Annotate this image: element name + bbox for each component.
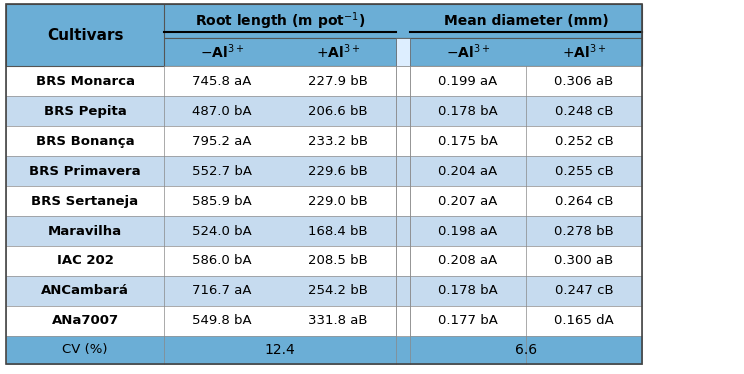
Text: ANa7007: ANa7007 bbox=[51, 315, 118, 328]
Text: 206.6 bB: 206.6 bB bbox=[308, 104, 368, 117]
Text: 487.0 bA: 487.0 bA bbox=[192, 104, 251, 117]
Text: 0.178 bA: 0.178 bA bbox=[438, 285, 498, 297]
Bar bbox=[6, 4, 642, 364]
Text: 745.8 aA: 745.8 aA bbox=[192, 74, 251, 88]
Bar bbox=[6, 246, 642, 276]
Text: 229.6 bB: 229.6 bB bbox=[308, 165, 368, 178]
Text: 0.177 bA: 0.177 bA bbox=[438, 315, 498, 328]
Text: Maravilha: Maravilha bbox=[48, 224, 122, 237]
Text: 716.7 aA: 716.7 aA bbox=[192, 285, 251, 297]
Text: 0.204 aA: 0.204 aA bbox=[438, 165, 498, 178]
Text: Cultivars: Cultivars bbox=[47, 28, 124, 43]
Text: 0.207 aA: 0.207 aA bbox=[438, 194, 498, 208]
Text: 208.5 bB: 208.5 bB bbox=[308, 254, 368, 267]
Text: 12.4: 12.4 bbox=[265, 343, 295, 357]
Text: 0.247 cB: 0.247 cB bbox=[555, 285, 613, 297]
Text: BRS Bonança: BRS Bonança bbox=[36, 135, 135, 147]
Bar bbox=[6, 156, 642, 186]
Text: 0.199 aA: 0.199 aA bbox=[438, 74, 498, 88]
Bar bbox=[6, 4, 642, 38]
Bar bbox=[396, 156, 410, 186]
Text: 0.306 aB: 0.306 aB bbox=[554, 74, 614, 88]
Bar bbox=[396, 186, 410, 216]
Text: CV (%): CV (%) bbox=[62, 343, 108, 356]
Bar bbox=[396, 38, 410, 66]
Text: 0.278 bB: 0.278 bB bbox=[554, 224, 614, 237]
Bar bbox=[396, 216, 410, 246]
Text: 0.178 bA: 0.178 bA bbox=[438, 104, 498, 117]
Bar bbox=[396, 66, 410, 96]
Text: 795.2 aA: 795.2 aA bbox=[192, 135, 251, 147]
Text: $+$Al$^{3+}$: $+$Al$^{3+}$ bbox=[315, 43, 360, 61]
Text: BRS Sertaneja: BRS Sertaneja bbox=[31, 194, 138, 208]
Bar bbox=[6, 306, 642, 336]
Text: BRS Monarca: BRS Monarca bbox=[36, 74, 135, 88]
Text: 168.4 bB: 168.4 bB bbox=[308, 224, 368, 237]
Text: 254.2 bB: 254.2 bB bbox=[308, 285, 368, 297]
Bar bbox=[396, 276, 410, 306]
Text: 0.198 aA: 0.198 aA bbox=[438, 224, 498, 237]
Bar bbox=[396, 126, 410, 156]
Bar bbox=[396, 96, 410, 126]
Text: 0.248 cB: 0.248 cB bbox=[555, 104, 613, 117]
Text: 0.208 aA: 0.208 aA bbox=[438, 254, 498, 267]
Text: 331.8 aB: 331.8 aB bbox=[308, 315, 368, 328]
Text: 549.8 bA: 549.8 bA bbox=[192, 315, 251, 328]
Bar bbox=[6, 4, 164, 66]
Text: $-$Al$^{3+}$: $-$Al$^{3+}$ bbox=[446, 43, 490, 61]
Text: Root length (m pot$^{-1}$): Root length (m pot$^{-1}$) bbox=[195, 10, 365, 32]
Bar bbox=[6, 126, 642, 156]
Bar bbox=[6, 38, 642, 66]
Text: 0.300 aB: 0.300 aB bbox=[554, 254, 614, 267]
Bar bbox=[6, 186, 642, 216]
Text: Mean diameter (mm): Mean diameter (mm) bbox=[443, 14, 609, 28]
Bar bbox=[6, 216, 642, 246]
Text: 229.0 bB: 229.0 bB bbox=[308, 194, 368, 208]
Text: BRS Pepita: BRS Pepita bbox=[44, 104, 126, 117]
Text: 0.252 cB: 0.252 cB bbox=[554, 135, 613, 147]
Bar bbox=[396, 306, 410, 336]
Bar bbox=[396, 246, 410, 276]
Text: 0.255 cB: 0.255 cB bbox=[554, 165, 613, 178]
Text: IAC 202: IAC 202 bbox=[57, 254, 113, 267]
Text: $+$Al$^{3+}$: $+$Al$^{3+}$ bbox=[562, 43, 606, 61]
Bar bbox=[6, 276, 642, 306]
Text: 0.175 bA: 0.175 bA bbox=[438, 135, 498, 147]
Text: $-$Al$^{3+}$: $-$Al$^{3+}$ bbox=[200, 43, 244, 61]
Text: ANCambará: ANCambará bbox=[41, 285, 129, 297]
Text: 524.0 bA: 524.0 bA bbox=[192, 224, 252, 237]
Text: 6.6: 6.6 bbox=[515, 343, 537, 357]
Text: 227.9 bB: 227.9 bB bbox=[308, 74, 368, 88]
Text: 586.0 bA: 586.0 bA bbox=[192, 254, 251, 267]
Text: 552.7 bA: 552.7 bA bbox=[192, 165, 252, 178]
Bar bbox=[6, 336, 642, 364]
Bar bbox=[6, 66, 642, 96]
Text: BRS Primavera: BRS Primavera bbox=[29, 165, 141, 178]
Bar bbox=[6, 96, 642, 126]
Text: 0.165 dA: 0.165 dA bbox=[554, 315, 614, 328]
Text: 233.2 bB: 233.2 bB bbox=[308, 135, 368, 147]
Text: 585.9 bA: 585.9 bA bbox=[192, 194, 252, 208]
Text: 0.264 cB: 0.264 cB bbox=[555, 194, 613, 208]
